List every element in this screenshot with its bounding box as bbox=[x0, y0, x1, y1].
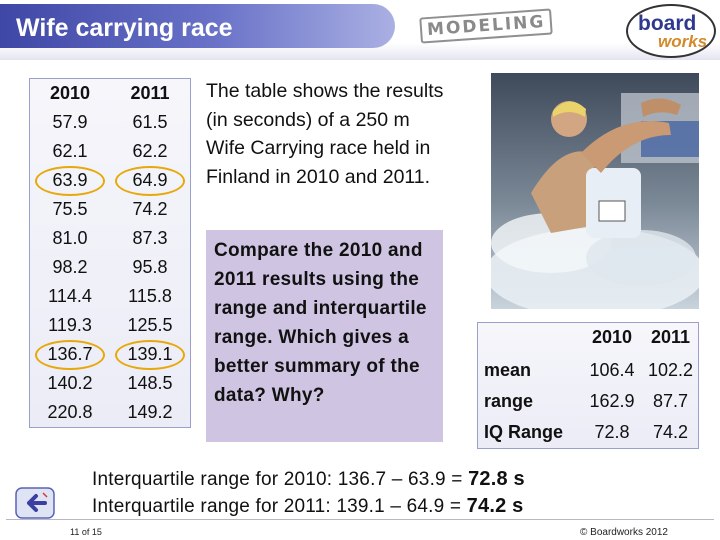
table-row: 81.0 87.3 bbox=[30, 224, 190, 253]
summary-value-2011: 102.2 bbox=[647, 360, 694, 380]
table-row: 114.4 115.8 bbox=[30, 282, 190, 311]
table-cell-2011: 148.5 bbox=[127, 373, 173, 393]
iqr-line-2010: Interquartile range for 2010: 136.7 – 63… bbox=[92, 466, 525, 493]
lower-quartile-2010: 63.9 bbox=[30, 166, 110, 196]
table-cell-2010: 220.8 bbox=[47, 402, 93, 422]
iqr-explanation: Interquartile range for 2010: 136.7 – 63… bbox=[92, 466, 525, 520]
summary-value-2011: 87.7 bbox=[652, 391, 689, 411]
back-arrow-icon bbox=[15, 487, 55, 519]
table-cell-2011: 74.2 bbox=[132, 199, 168, 219]
summary-header-2010: 2010 bbox=[591, 327, 633, 347]
summary-row-iq-range: IQ Range 72.8 74.2 bbox=[478, 422, 698, 452]
results-table: 2010 2011 57.9 61.5 62.1 62.2 63.9 64.9 … bbox=[29, 78, 191, 428]
boardworks-logo: board works bbox=[626, 4, 716, 58]
table-cell-2010: 114.4 bbox=[48, 286, 92, 306]
page-number: 11 of 15 bbox=[70, 527, 102, 537]
lower-quartile-2011: 64.9 bbox=[110, 166, 190, 196]
page-title: Wife carrying race bbox=[16, 14, 233, 42]
table-row: 140.2 148.5 bbox=[30, 369, 190, 398]
race-photo bbox=[491, 73, 699, 309]
logo-text-works: works bbox=[658, 32, 708, 51]
modeling-label: MODELING bbox=[419, 8, 554, 44]
upper-quartile-2011: 139.1 bbox=[110, 340, 190, 370]
table-row: 62.1 62.2 bbox=[30, 137, 190, 166]
summary-table: 2010 2011 mean 106.4 102.2 range 162.9 8… bbox=[477, 322, 699, 449]
table-row: 75.5 74.2 bbox=[30, 195, 190, 224]
table-row-lower-quartile: 63.9 64.9 bbox=[30, 166, 190, 196]
table-cell-2011: 115.8 bbox=[128, 286, 172, 306]
table-cell-2011: 95.8 bbox=[132, 257, 168, 277]
modeling-badge: MODELING bbox=[419, 8, 554, 44]
summary-label: IQ Range bbox=[484, 422, 564, 442]
table-header-2011: 2011 bbox=[130, 83, 170, 103]
title-bar: Wife carrying race bbox=[0, 4, 395, 48]
table-cell-2010: 140.2 bbox=[47, 373, 93, 393]
table-cell-2010: 98.2 bbox=[52, 257, 88, 277]
iqr-line-2011: Interquartile range for 2011: 139.1 – 64… bbox=[92, 493, 525, 520]
summary-value-2010: 162.9 bbox=[589, 391, 635, 411]
table-cell-2011: 61.5 bbox=[132, 112, 168, 132]
table-header-row: 2010 2011 bbox=[30, 79, 190, 108]
table-row: 220.8 149.2 bbox=[30, 398, 190, 427]
iqr-2010-result: 72.8 s bbox=[468, 468, 525, 490]
iqr-2011-calculation: Interquartile range for 2011: 139.1 – 64… bbox=[92, 496, 467, 517]
question-box: Compare the 2010 and 2011 results using … bbox=[206, 230, 443, 442]
table-header-2010: 2010 bbox=[49, 83, 91, 103]
table-cell-2010: 57.9 bbox=[52, 112, 88, 132]
iqr-2011-result: 74.2 s bbox=[466, 495, 524, 517]
summary-value-2011: 74.2 bbox=[652, 422, 689, 442]
race-photo-illustration bbox=[491, 73, 699, 309]
upper-quartile-2010: 136.7 bbox=[30, 340, 110, 370]
table-row-upper-quartile: 136.7 139.1 bbox=[30, 340, 190, 370]
summary-value-2010: 106.4 bbox=[589, 360, 635, 380]
back-button[interactable] bbox=[15, 487, 55, 519]
logo-text-board: board bbox=[638, 12, 697, 35]
footer-divider bbox=[6, 519, 714, 520]
table-row: 119.3 125.5 bbox=[30, 311, 190, 340]
table-cell-2011: 87.3 bbox=[132, 228, 168, 248]
table-cell-2010: 81.0 bbox=[52, 228, 88, 248]
summary-label: range bbox=[484, 391, 534, 411]
table-row: 98.2 95.8 bbox=[30, 253, 190, 282]
summary-row-mean: mean 106.4 102.2 bbox=[478, 360, 698, 390]
question-text: Compare the 2010 and 2011 results using … bbox=[214, 240, 427, 406]
summary-header-row: 2010 2011 bbox=[478, 327, 698, 357]
iqr-2010-calculation: Interquartile range for 2010: 136.7 – 63… bbox=[92, 469, 469, 490]
summary-row-range: range 162.9 87.7 bbox=[478, 391, 698, 421]
table-cell-2011: 62.2 bbox=[132, 141, 168, 161]
copyright-text: © Boardworks 2012 bbox=[580, 527, 668, 538]
header: Wife carrying race MODELING board works bbox=[0, 0, 720, 60]
description-text: The table shows the results (in seconds)… bbox=[206, 80, 444, 188]
table-cell-2011: 149.2 bbox=[127, 402, 173, 422]
summary-label: mean bbox=[484, 360, 532, 380]
table-cell-2010: 119.3 bbox=[48, 315, 92, 335]
summary-value-2010: 72.8 bbox=[594, 422, 630, 442]
table-cell-2010: 75.5 bbox=[52, 199, 88, 219]
table-cell-2010: 62.1 bbox=[52, 141, 88, 161]
summary-header-2011: 2011 bbox=[650, 327, 691, 347]
table-row: 57.9 61.5 bbox=[30, 108, 190, 137]
table-cell-2011: 125.5 bbox=[127, 315, 173, 335]
